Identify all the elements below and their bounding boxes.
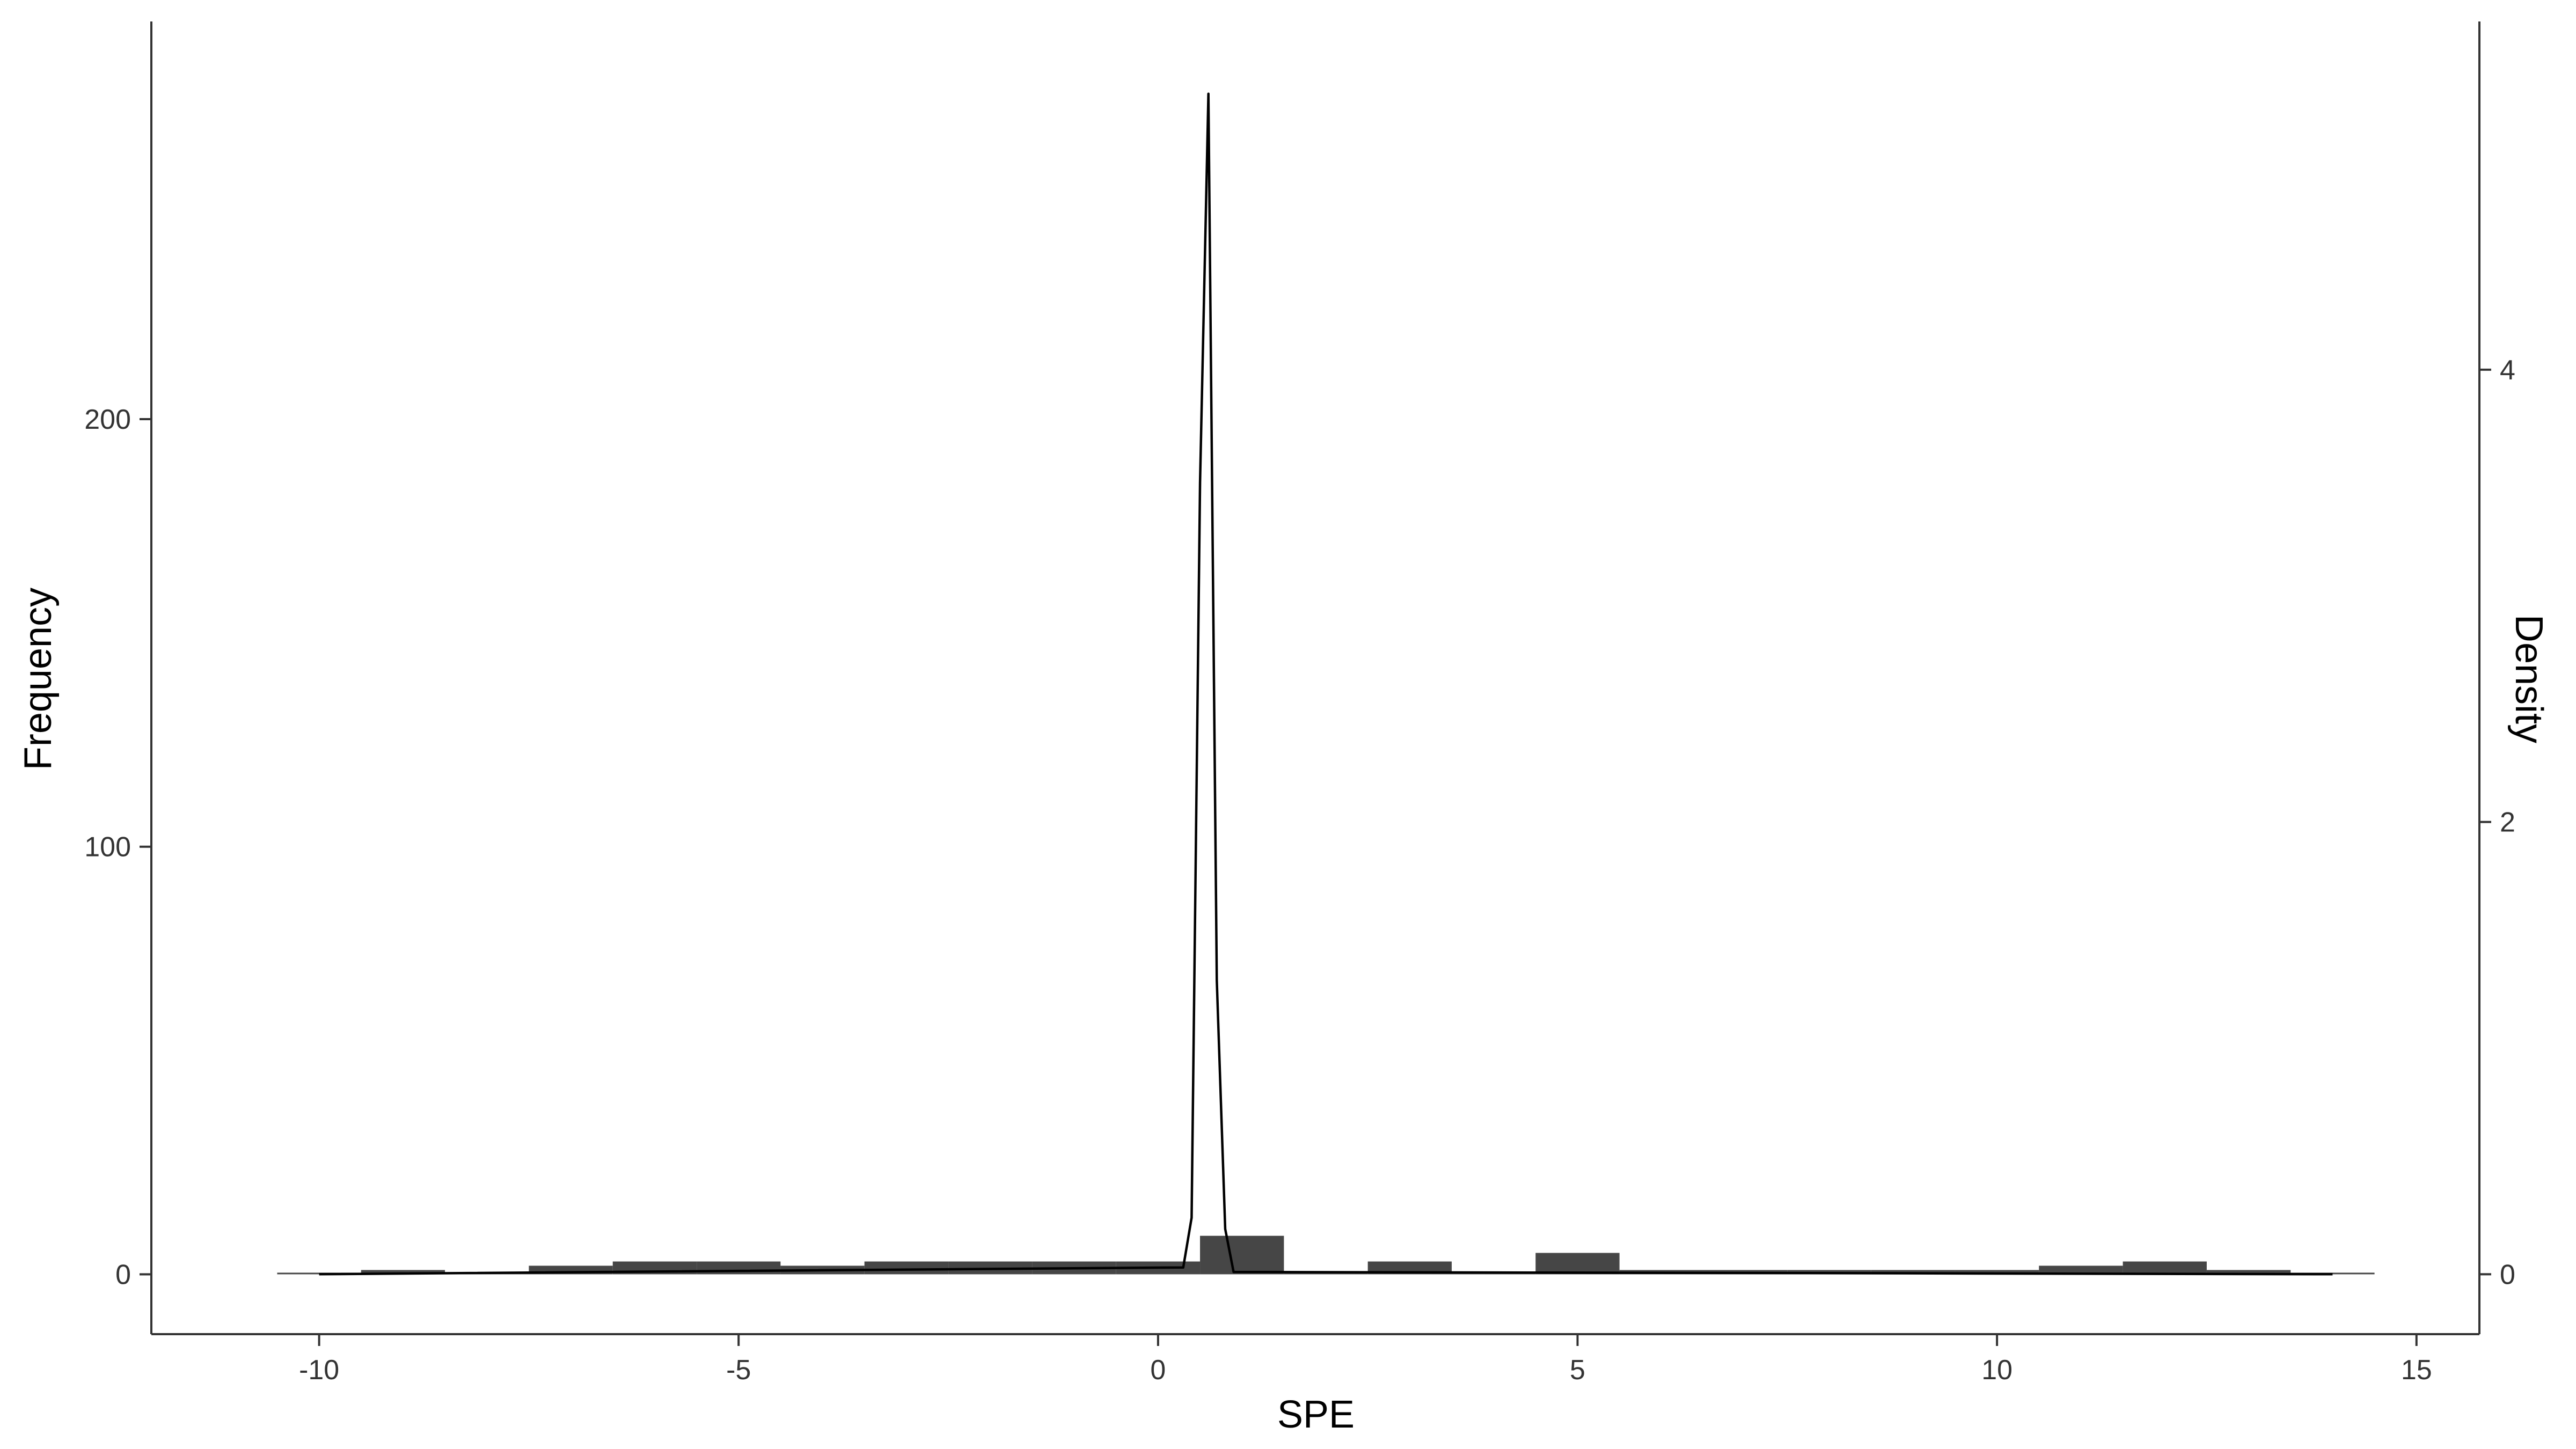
histogram-bar bbox=[697, 1261, 781, 1275]
y-tick-label: 0 bbox=[115, 1259, 131, 1290]
histogram-bar bbox=[1535, 1253, 1620, 1275]
y-axis-right-ticks: 0 2 4 bbox=[2479, 355, 2515, 1290]
y2-tick-label: 4 bbox=[2500, 355, 2515, 386]
x-tick-label: -5 bbox=[726, 1355, 751, 1386]
histogram-bar bbox=[2123, 1261, 2207, 1275]
x-tick-label: 0 bbox=[1150, 1355, 1166, 1386]
y-tick-label: 200 bbox=[84, 404, 131, 435]
histogram-bar bbox=[361, 1270, 445, 1275]
histogram-bar bbox=[1284, 1272, 1368, 1275]
x-tick-label: 5 bbox=[1570, 1355, 1585, 1386]
y2-tick-label: 0 bbox=[2500, 1259, 2515, 1290]
histogram-bar bbox=[1200, 1235, 1284, 1275]
x-tick-label: 10 bbox=[1981, 1355, 2012, 1386]
density-curve bbox=[319, 92, 2333, 1276]
y-axis-left-title: Frequency bbox=[17, 588, 60, 770]
y2-tick-label: 2 bbox=[2500, 807, 2515, 838]
x-axis-title: SPE bbox=[1277, 1393, 1355, 1436]
x-tick-label: 15 bbox=[2401, 1355, 2432, 1386]
histogram-bar bbox=[2290, 1272, 2375, 1275]
x-tick-label: -10 bbox=[299, 1355, 339, 1386]
histogram-bar bbox=[2206, 1270, 2291, 1275]
histogram-bar bbox=[864, 1261, 949, 1275]
histogram-bar bbox=[1955, 1270, 2039, 1275]
histogram-bar bbox=[2039, 1265, 2123, 1275]
y-axis-left-ticks: 0 100 200 bbox=[84, 404, 151, 1290]
x-axis-ticks: -10 -5 0 5 10 15 bbox=[299, 1334, 2432, 1386]
y-axis-right-title: Density bbox=[2507, 614, 2550, 743]
y-tick-label: 100 bbox=[84, 832, 131, 863]
